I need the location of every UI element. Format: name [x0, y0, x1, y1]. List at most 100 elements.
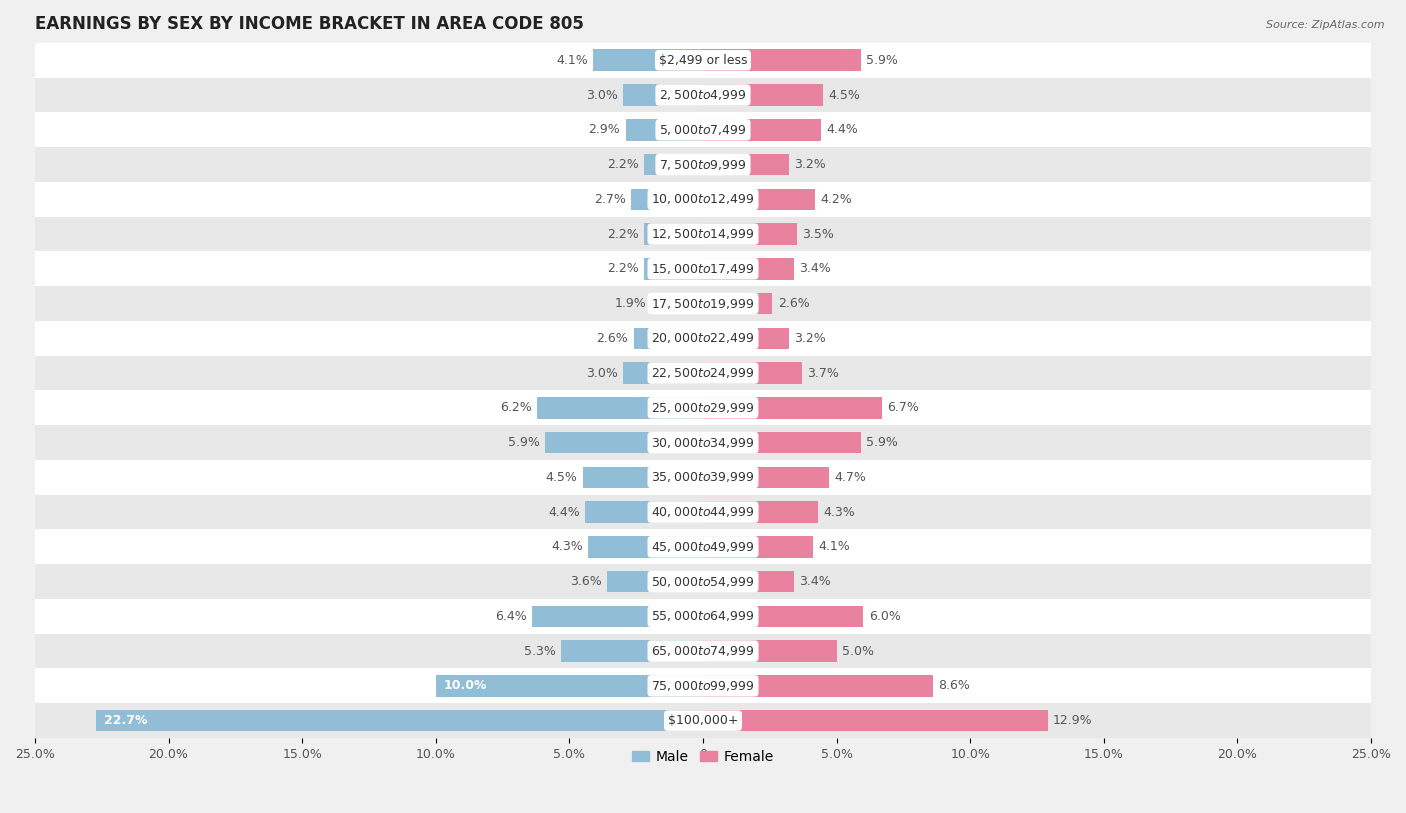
Text: $2,500 to $4,999: $2,500 to $4,999: [659, 88, 747, 102]
Text: $5,000 to $7,499: $5,000 to $7,499: [659, 123, 747, 137]
Bar: [546, 432, 703, 454]
Bar: [35, 529, 1371, 564]
Text: 2.2%: 2.2%: [607, 228, 638, 241]
Text: $15,000 to $17,499: $15,000 to $17,499: [651, 262, 755, 276]
Bar: [703, 641, 837, 662]
Bar: [436, 675, 703, 697]
Bar: [652, 293, 703, 315]
Bar: [35, 599, 1371, 633]
Bar: [35, 494, 1371, 529]
Bar: [35, 147, 1371, 182]
Bar: [703, 258, 794, 280]
Bar: [561, 641, 703, 662]
Text: 3.4%: 3.4%: [799, 575, 831, 588]
Text: 4.2%: 4.2%: [821, 193, 852, 206]
Text: $55,000 to $64,999: $55,000 to $64,999: [651, 610, 755, 624]
Bar: [644, 154, 703, 176]
Text: 4.4%: 4.4%: [825, 124, 858, 137]
Bar: [593, 50, 703, 71]
Text: 6.4%: 6.4%: [495, 610, 527, 623]
Text: 22.7%: 22.7%: [104, 714, 148, 727]
Bar: [35, 390, 1371, 425]
Text: 4.4%: 4.4%: [548, 506, 581, 519]
Text: $100,000+: $100,000+: [668, 714, 738, 727]
Bar: [588, 536, 703, 558]
Text: $75,000 to $99,999: $75,000 to $99,999: [651, 679, 755, 693]
Bar: [703, 606, 863, 627]
Text: 3.6%: 3.6%: [569, 575, 602, 588]
Bar: [703, 85, 824, 106]
Bar: [35, 112, 1371, 147]
Text: 2.7%: 2.7%: [593, 193, 626, 206]
Bar: [607, 571, 703, 593]
Bar: [703, 363, 801, 384]
Text: $65,000 to $74,999: $65,000 to $74,999: [651, 644, 755, 658]
Bar: [35, 43, 1371, 78]
Text: 3.0%: 3.0%: [586, 367, 617, 380]
Text: 3.2%: 3.2%: [794, 158, 825, 171]
Text: 3.0%: 3.0%: [586, 89, 617, 102]
Text: $10,000 to $12,499: $10,000 to $12,499: [651, 193, 755, 207]
Text: 4.1%: 4.1%: [557, 54, 588, 67]
Text: 2.2%: 2.2%: [607, 263, 638, 276]
Bar: [644, 258, 703, 280]
Bar: [35, 78, 1371, 112]
Bar: [626, 119, 703, 141]
Text: 6.2%: 6.2%: [501, 402, 531, 415]
Text: 6.7%: 6.7%: [887, 402, 920, 415]
Bar: [35, 182, 1371, 217]
Bar: [35, 217, 1371, 251]
Bar: [582, 467, 703, 488]
Text: 2.6%: 2.6%: [596, 332, 628, 345]
Bar: [537, 397, 703, 419]
Bar: [623, 85, 703, 106]
Text: $25,000 to $29,999: $25,000 to $29,999: [651, 401, 755, 415]
Bar: [623, 363, 703, 384]
Text: $40,000 to $44,999: $40,000 to $44,999: [651, 505, 755, 519]
Bar: [644, 224, 703, 245]
Bar: [703, 224, 797, 245]
Text: $30,000 to $34,999: $30,000 to $34,999: [651, 436, 755, 450]
Bar: [35, 425, 1371, 460]
Legend: Male, Female: Male, Female: [627, 744, 779, 769]
Text: $2,499 or less: $2,499 or less: [659, 54, 747, 67]
Bar: [703, 189, 815, 210]
Text: 4.3%: 4.3%: [551, 541, 582, 554]
Bar: [35, 668, 1371, 703]
Text: 4.5%: 4.5%: [828, 89, 860, 102]
Text: $22,500 to $24,999: $22,500 to $24,999: [651, 366, 755, 380]
Bar: [531, 606, 703, 627]
Text: 8.6%: 8.6%: [938, 680, 970, 693]
Bar: [703, 50, 860, 71]
Text: 4.1%: 4.1%: [818, 541, 849, 554]
Text: 2.9%: 2.9%: [588, 124, 620, 137]
Bar: [634, 328, 703, 349]
Bar: [35, 251, 1371, 286]
Bar: [703, 397, 882, 419]
Text: 5.0%: 5.0%: [842, 645, 875, 658]
Bar: [35, 460, 1371, 494]
Text: 4.5%: 4.5%: [546, 471, 578, 484]
Text: 5.3%: 5.3%: [524, 645, 555, 658]
Bar: [35, 321, 1371, 355]
Text: 3.5%: 3.5%: [801, 228, 834, 241]
Bar: [703, 154, 789, 176]
Text: $20,000 to $22,499: $20,000 to $22,499: [651, 332, 755, 346]
Bar: [703, 119, 821, 141]
Text: Source: ZipAtlas.com: Source: ZipAtlas.com: [1267, 20, 1385, 30]
Bar: [703, 432, 860, 454]
Bar: [703, 502, 818, 523]
Text: 12.9%: 12.9%: [1053, 714, 1092, 727]
Bar: [703, 328, 789, 349]
Text: EARNINGS BY SEX BY INCOME BRACKET IN AREA CODE 805: EARNINGS BY SEX BY INCOME BRACKET IN ARE…: [35, 15, 583, 33]
Bar: [35, 355, 1371, 390]
Text: 3.7%: 3.7%: [807, 367, 839, 380]
Text: $17,500 to $19,999: $17,500 to $19,999: [651, 297, 755, 311]
Text: 4.3%: 4.3%: [824, 506, 855, 519]
Text: 3.2%: 3.2%: [794, 332, 825, 345]
Bar: [703, 536, 813, 558]
Text: 5.9%: 5.9%: [508, 436, 540, 449]
Text: 5.9%: 5.9%: [866, 436, 898, 449]
Text: 4.7%: 4.7%: [834, 471, 866, 484]
Bar: [703, 293, 772, 315]
